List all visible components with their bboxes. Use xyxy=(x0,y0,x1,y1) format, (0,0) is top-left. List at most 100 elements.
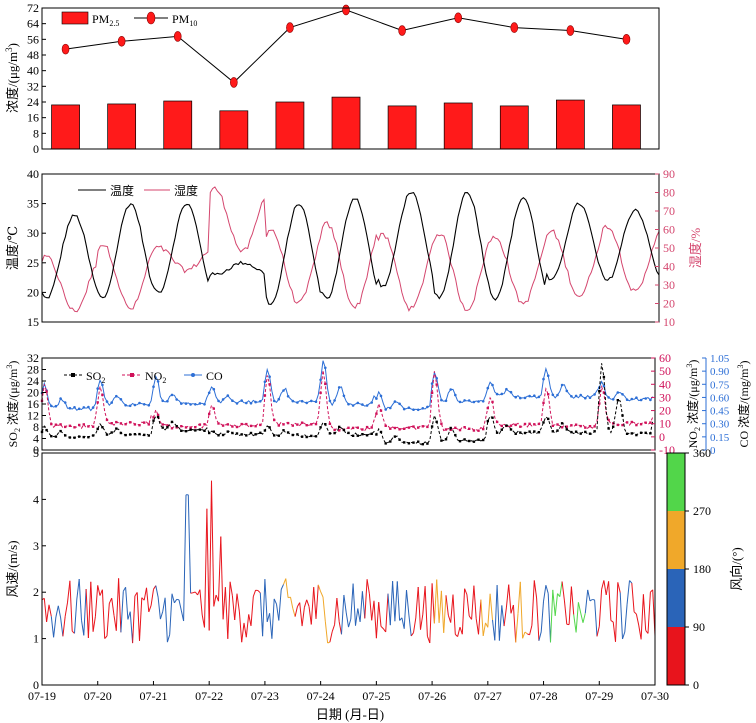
no2-point xyxy=(73,426,76,429)
no2-point xyxy=(440,422,443,425)
no2-point xyxy=(263,394,267,397)
x-tick-label: 07-25 xyxy=(362,689,390,703)
no2-point xyxy=(625,421,629,424)
no2-point xyxy=(147,423,150,426)
no2-point xyxy=(435,383,438,386)
so2-point xyxy=(454,433,457,437)
wind-speed-segment xyxy=(629,580,633,584)
co-point xyxy=(467,399,471,402)
x-tick-label: 07-23 xyxy=(251,689,279,703)
co-point xyxy=(426,405,429,409)
no2-y-tick-label: 0 xyxy=(659,430,665,444)
colorbar-segment-270-360 xyxy=(667,453,685,511)
so2-point xyxy=(384,442,387,445)
wind-speed-segment xyxy=(415,586,419,618)
temp-humidity-panel: 15 20 25 30 35 40 10 20 30 40 50 60 70 80 90 温度/℃ 湿度/… xyxy=(5,167,703,329)
wind-speed-segment xyxy=(143,587,147,601)
wind-speed-segment xyxy=(348,618,352,628)
so2-point xyxy=(277,434,280,437)
wind-panel: 0 1 2 3 4 5 07-19 07-20 07-21 07-22 07-23 07-24 07-… xyxy=(5,446,744,722)
wind-speed-segment xyxy=(303,599,308,608)
wind-speed-segment xyxy=(231,595,236,621)
wind-speed-segment xyxy=(264,579,268,622)
no2-point xyxy=(356,426,359,429)
co-point xyxy=(365,404,369,407)
so2-y-tick-label: 20 xyxy=(27,386,39,400)
co-point xyxy=(147,404,151,407)
co-point xyxy=(254,400,257,404)
no2-legend-label: NO2 xyxy=(145,369,166,385)
wind-speed-segment xyxy=(515,613,519,643)
no2-point xyxy=(375,412,378,415)
so2-point xyxy=(426,442,429,445)
pm25-bar xyxy=(163,100,193,150)
wind-speed-segment xyxy=(422,586,426,615)
wind-speed-segment xyxy=(178,599,182,611)
co-point xyxy=(481,400,485,403)
co-point xyxy=(393,400,397,403)
co-point xyxy=(314,400,318,404)
so2-point xyxy=(630,432,633,435)
so2-point xyxy=(407,442,411,445)
co-point xyxy=(644,397,647,400)
no2-point xyxy=(560,426,564,429)
so2-point xyxy=(198,428,202,431)
wind-speed-segment xyxy=(139,597,143,641)
wind-speed-segment xyxy=(211,480,215,607)
wind-speed-segment xyxy=(87,581,92,639)
wind-speed-segment xyxy=(280,584,284,590)
co-point xyxy=(105,400,109,403)
co-point xyxy=(73,406,76,409)
wind-speed-segment xyxy=(366,579,370,594)
wind-speed-segment xyxy=(43,598,48,622)
wind-speed-segment xyxy=(136,592,140,641)
wind-speed-segment xyxy=(46,604,50,622)
so2-point xyxy=(458,440,462,443)
co-point xyxy=(101,383,104,387)
no2-point xyxy=(565,425,568,428)
wind-speed-segment xyxy=(250,596,254,627)
wind-speed-segment xyxy=(345,612,349,628)
co-point xyxy=(240,399,243,402)
co-point xyxy=(296,401,299,404)
wind-speed-segment xyxy=(503,607,507,627)
no2-point xyxy=(602,391,606,394)
wind-speed-segment xyxy=(505,584,510,608)
wind-speed-segment xyxy=(471,585,475,620)
colorbar-tick-label: 0 xyxy=(693,678,699,692)
wind-speed-segment xyxy=(62,616,66,637)
so2-point xyxy=(635,433,638,437)
wind-speed-segment xyxy=(424,586,428,637)
wind-speed-segment xyxy=(475,618,479,635)
no2-point xyxy=(91,425,95,428)
no2-point xyxy=(593,425,596,428)
wind-y-tick-label: 3 xyxy=(33,539,39,553)
so2-y-tick-label: 4 xyxy=(33,432,39,446)
no2-point xyxy=(477,429,480,432)
co-point xyxy=(375,397,378,400)
co-point xyxy=(300,399,304,403)
so2-point xyxy=(328,432,332,435)
wind-speed-segment xyxy=(60,617,64,637)
wind-speed-segment xyxy=(106,603,110,637)
wind-speed-segment xyxy=(341,594,345,635)
no2-point xyxy=(259,423,262,427)
no2-point xyxy=(347,426,350,429)
no2-point xyxy=(458,428,462,432)
wind-speed-segment xyxy=(638,624,642,640)
co-point xyxy=(277,397,281,401)
wind-speed-segment xyxy=(74,599,78,634)
co-point xyxy=(305,401,309,405)
wind-speed-segment xyxy=(617,582,621,593)
no2-point xyxy=(421,425,424,428)
wind-speed-segment xyxy=(524,631,528,635)
co-point xyxy=(347,402,350,406)
wind-speed-segment xyxy=(97,585,101,596)
no2-point xyxy=(407,426,411,429)
so2-point xyxy=(547,417,550,421)
x-tick-label: 07-20 xyxy=(84,689,112,703)
wind-speed-segment xyxy=(396,581,401,621)
wind-speed-segment xyxy=(635,613,640,626)
co-point xyxy=(616,391,620,394)
so2-point xyxy=(449,426,452,430)
